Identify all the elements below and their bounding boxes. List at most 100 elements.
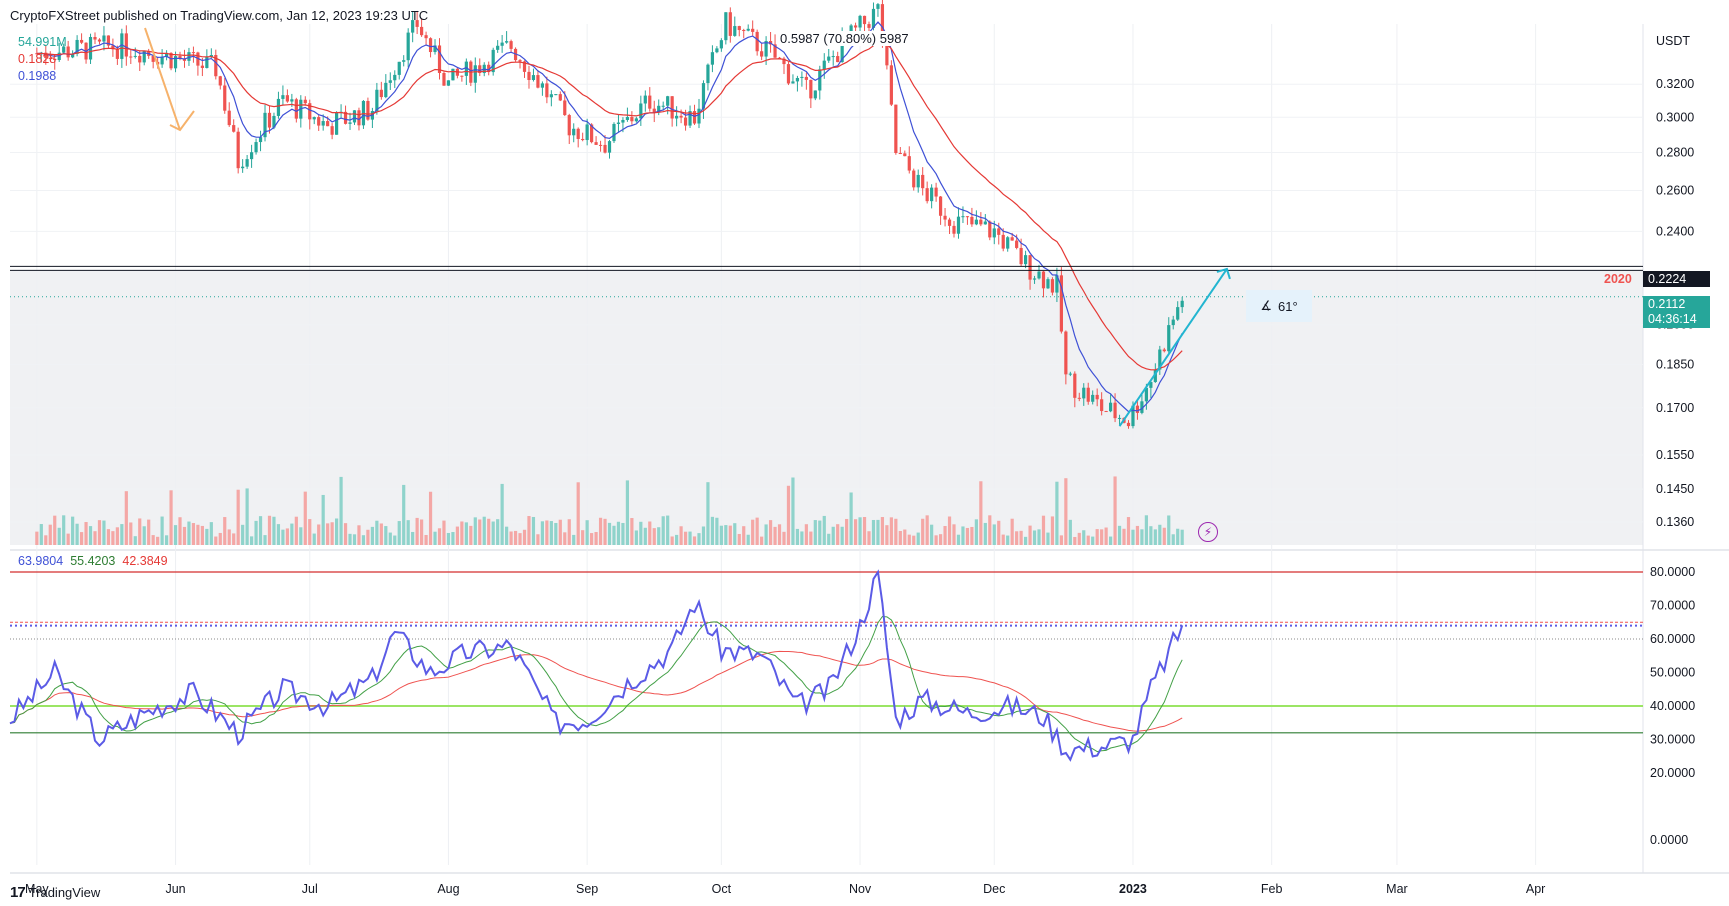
volume-bars [35, 476, 1184, 545]
candle-body [938, 196, 943, 216]
volume-bar [93, 531, 97, 545]
volume-bar [974, 519, 978, 545]
candle-body [491, 49, 495, 73]
candle-body [1167, 325, 1171, 352]
volume-bar [531, 516, 536, 545]
rsi-tick: 60.0000 [1650, 632, 1695, 646]
candle-body [115, 49, 119, 59]
candle-body [827, 56, 831, 61]
volume-bar [285, 528, 289, 545]
volume-bar [469, 525, 473, 545]
volume-bar [666, 515, 670, 545]
candle-body [151, 55, 155, 62]
volume-bar [545, 520, 549, 545]
candle-body [187, 52, 191, 61]
volume-bar [312, 533, 316, 545]
candle-body [478, 65, 482, 74]
volume-bar [880, 517, 885, 545]
rsi-tick: 20.0000 [1650, 766, 1695, 780]
volume-bar [581, 530, 585, 545]
volume-bar [782, 531, 786, 545]
candle-body [1015, 240, 1019, 248]
candle-body [666, 96, 670, 106]
candle-body [563, 100, 567, 116]
volume-bar [209, 522, 213, 545]
candle-body [66, 46, 70, 58]
angle-value: 61° [1277, 298, 1298, 314]
candle-body [809, 79, 813, 99]
lightning-icon[interactable]: ⚡ [1198, 522, 1218, 542]
volume-bar [549, 521, 553, 545]
volume-bar [1028, 525, 1032, 545]
candle-body [576, 128, 580, 139]
candle-body [818, 69, 822, 91]
volume-bar [294, 516, 298, 545]
volume-bar [715, 517, 719, 545]
legend-volume: 54.991M [18, 35, 67, 49]
rsi-tick: 70.0000 [1650, 599, 1695, 613]
candle-body [885, 45, 889, 66]
volume-bar [1176, 528, 1180, 545]
drawing-arrow [144, 27, 195, 132]
candle-body [634, 118, 638, 122]
volume-bar [335, 518, 339, 545]
candle-body [321, 121, 325, 126]
volume-bar [845, 518, 849, 545]
candle-body [352, 110, 357, 123]
volume-bar [1144, 515, 1148, 545]
volume-bar [1131, 529, 1135, 545]
volume-bar [558, 519, 562, 545]
candle-body [1140, 401, 1144, 413]
candle-body [227, 110, 231, 126]
candle-body [683, 117, 688, 126]
volume-bar [1001, 534, 1005, 545]
candle-body [500, 42, 504, 46]
candle-body [415, 20, 419, 27]
volume-bar [1082, 530, 1086, 545]
candle-body [1149, 382, 1153, 388]
volume-bar [102, 520, 106, 545]
volume-bar [1046, 532, 1050, 545]
last-price-badge: 0.2112 04:36:14 [1643, 296, 1710, 328]
volume-bar [1126, 517, 1131, 545]
candle-body [661, 105, 665, 107]
volume-bar [540, 521, 545, 545]
candle-body [335, 112, 339, 135]
candle-body [607, 141, 612, 153]
volume-bar [536, 534, 540, 545]
candle-body [679, 115, 683, 118]
candle-body [1046, 279, 1050, 289]
candle-body [312, 117, 316, 120]
volume-bar [75, 523, 79, 545]
volume-bar [97, 520, 102, 545]
legend-ema-slow: 0.1828 [18, 52, 57, 66]
volume-bar [921, 518, 925, 545]
volume-bar [44, 535, 48, 545]
ema-slow-line [36, 41, 1183, 371]
volume-bar [876, 519, 880, 545]
candle-body [290, 99, 294, 102]
volume-bar [1135, 525, 1140, 545]
ema-fast-line [36, 21, 1183, 413]
candle-body [308, 103, 312, 120]
candle-body [285, 95, 289, 102]
candle-body [1077, 397, 1081, 399]
volume-bar [236, 489, 240, 545]
volume-bar [751, 519, 755, 545]
candle-body [594, 142, 598, 145]
volume-bar [303, 491, 307, 545]
volume-bar [227, 529, 231, 545]
volume-bar [1041, 515, 1046, 545]
volume-bar [1149, 526, 1153, 545]
volume-bar [437, 528, 442, 545]
volume-bar [1068, 519, 1072, 545]
candle-body [53, 58, 57, 61]
volume-bar [965, 527, 970, 545]
volume-bar [218, 532, 222, 545]
volume-bar [804, 524, 808, 545]
volume-bar [742, 526, 746, 545]
volume-bar [898, 531, 902, 545]
volume-bar [607, 522, 612, 545]
candle-body [621, 119, 625, 123]
candle-body [1082, 387, 1086, 399]
